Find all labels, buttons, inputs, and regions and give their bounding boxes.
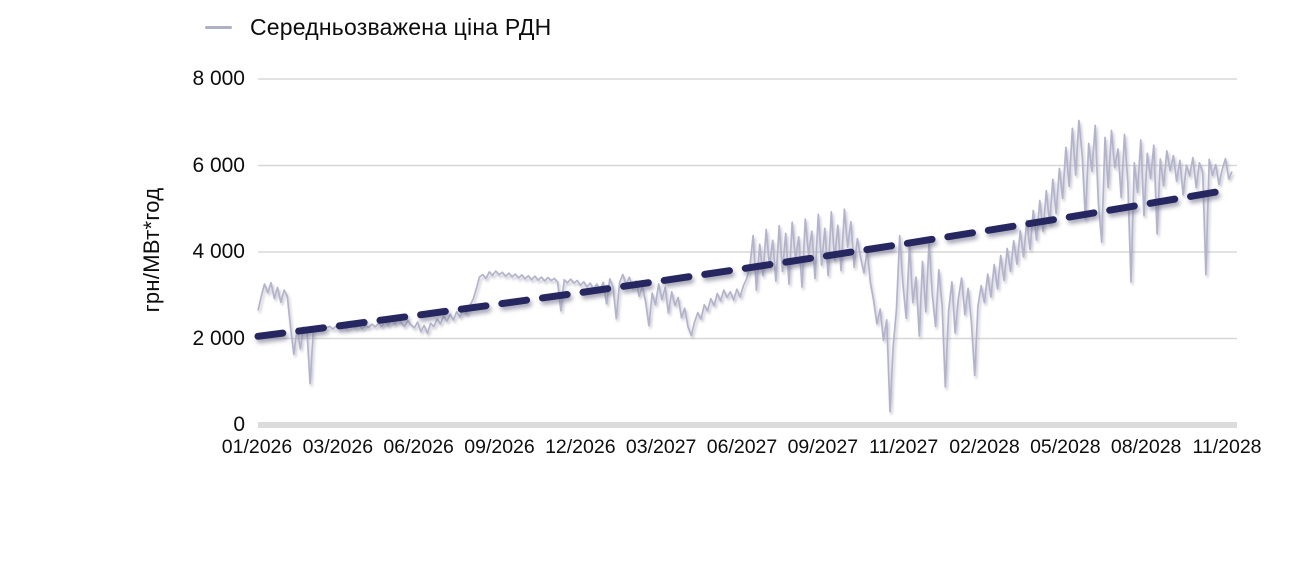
y-tick-label: 2 000 <box>192 326 245 350</box>
dashed-trendline <box>254 187 1224 340</box>
x-tick-label: 11/2028 <box>1192 436 1262 458</box>
x-tick-label: 05/2028 <box>1030 436 1101 458</box>
x-tick-label: 02/2028 <box>949 436 1020 458</box>
x-tick-label: 09/2026 <box>464 436 535 458</box>
gridlines <box>258 78 1237 428</box>
legend-label: Середньозважена ціна РДН <box>250 14 552 40</box>
y-tick-label: 6 000 <box>192 153 245 177</box>
x-tick-label: 11/2027 <box>869 436 939 458</box>
x-tick-label: 03/2027 <box>625 436 697 458</box>
y-tick-label: 4 000 <box>192 240 245 263</box>
y-tick-label: 0 <box>233 413 245 436</box>
y-tick-label: 8 000 <box>192 67 245 90</box>
legend-line-marker-icon <box>205 26 232 29</box>
x-tick-label: 12/2026 <box>545 436 616 458</box>
x-tick-label: 01/2026 <box>221 436 293 458</box>
price-series-line <box>257 119 1233 413</box>
x-tick-label: 06/2026 <box>383 436 454 458</box>
x-tick-label: 03/2026 <box>302 436 374 458</box>
x-tick-label: 08/2028 <box>1110 436 1182 458</box>
x-tick-label: 09/2027 <box>787 436 859 458</box>
legend: Середньозважена ціна РДН <box>205 14 551 41</box>
x-tick-label: 06/2027 <box>706 436 778 458</box>
